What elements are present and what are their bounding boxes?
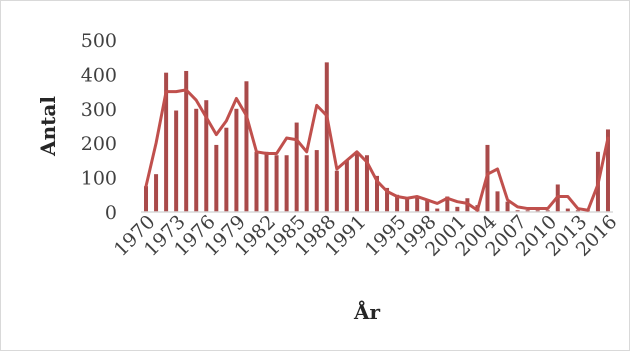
- bar-2013: [575, 210, 580, 212]
- bar-1992: [364, 155, 369, 212]
- bar-2000: [445, 196, 450, 212]
- bar-2008: [525, 210, 530, 212]
- y-tick-label: 400: [81, 64, 117, 86]
- bar-1977: [214, 144, 219, 212]
- bar-1981: [254, 151, 259, 212]
- bar-1975: [194, 108, 199, 212]
- y-axis-title: Antal: [36, 96, 60, 157]
- bar-1985: [294, 122, 299, 212]
- bar-1997: [415, 196, 420, 212]
- bar-1993: [375, 175, 379, 212]
- bar-1989: [334, 170, 339, 212]
- bar-1996: [405, 198, 410, 212]
- bar-1979: [234, 108, 239, 212]
- bar-1976: [204, 100, 209, 212]
- bar-1980: [244, 81, 249, 212]
- bar-2005: [495, 191, 500, 212]
- y-tick-label: 100: [81, 168, 117, 190]
- y-tick-label: 300: [81, 99, 117, 121]
- line-path: [144, 88, 610, 212]
- bar-2009: [535, 210, 540, 212]
- bar-1991: [354, 151, 359, 212]
- bar-series: [144, 62, 610, 213]
- bar-1973: [174, 110, 179, 212]
- bar-2016: [605, 129, 610, 212]
- bar-1990: [344, 160, 349, 212]
- bar-1988: [324, 62, 329, 212]
- bar-1987: [314, 150, 319, 212]
- bar-1982: [264, 151, 269, 212]
- bar-1984: [284, 155, 289, 212]
- bar-1999: [435, 208, 440, 212]
- bar-1983: [274, 155, 279, 212]
- y-tick-labels: 0 100 200 300 400 500: [81, 30, 117, 224]
- line-series: [144, 88, 610, 212]
- bar-2006: [505, 201, 510, 212]
- bar-1995: [395, 194, 400, 212]
- bar-2007: [515, 210, 520, 212]
- bar-2010: [545, 210, 550, 212]
- x-axis-title: År: [353, 300, 381, 324]
- x-tick-labels: 1970197319761979198219851988199119951998…: [110, 211, 622, 261]
- bar-2001: [455, 206, 460, 212]
- bar-1971: [154, 174, 159, 212]
- bar-1970: [144, 186, 149, 212]
- bar-1972: [164, 72, 169, 213]
- bar-1974: [184, 70, 189, 213]
- bar-1986: [304, 155, 309, 212]
- bar-1994: [385, 187, 390, 212]
- bar-2012: [565, 208, 570, 212]
- y-tick-label: 200: [81, 133, 117, 155]
- bar-1978: [224, 127, 229, 212]
- bar-1998: [425, 199, 430, 212]
- y-tick-label: 0: [105, 202, 117, 224]
- y-tick-label: 500: [81, 30, 117, 52]
